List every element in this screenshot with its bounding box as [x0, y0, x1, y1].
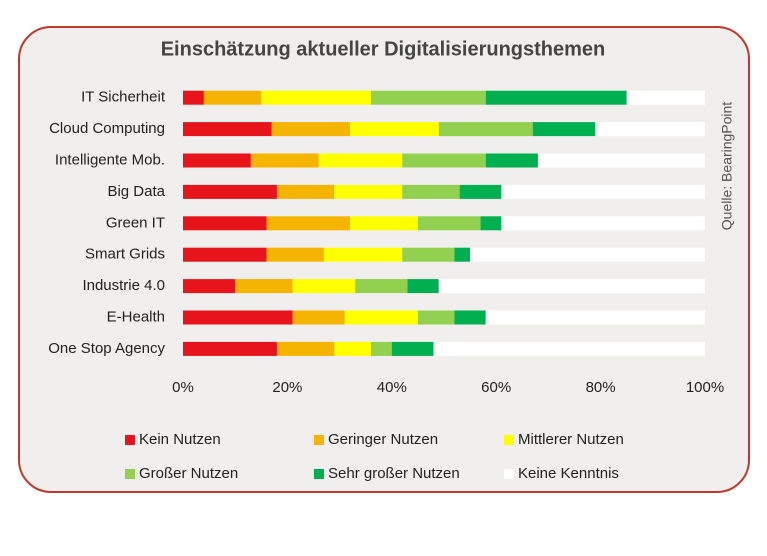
legend-swatch: [125, 435, 135, 445]
y-tick-label: Intelligente Mob.: [55, 151, 165, 168]
bar-segment: [323, 247, 403, 262]
bar-segment: [454, 310, 486, 325]
bar-segment: [402, 184, 460, 199]
y-tick-label: E-Health: [107, 308, 165, 325]
bar-segment: [183, 341, 277, 356]
bar-segment: [235, 279, 293, 294]
bar-segment: [485, 310, 705, 325]
y-tick-label: IT Sicherheit: [81, 89, 166, 106]
bar-segment: [350, 216, 418, 231]
legend-swatch: [504, 469, 514, 479]
bar-segment: [480, 216, 502, 231]
legend-label: Sehr großer Nutzen: [328, 465, 460, 482]
bar-segment: [266, 216, 351, 231]
bar-segment: [334, 184, 403, 199]
legend-label: Geringer Nutzen: [328, 431, 438, 448]
bar-segment: [355, 279, 408, 294]
y-tick-label: Smart Grids: [85, 246, 165, 263]
x-tick-label: 0%: [172, 379, 194, 396]
bar-segment: [183, 153, 251, 168]
source: Quelle: BearingPoint: [719, 102, 735, 231]
bar-segment: [438, 122, 533, 137]
bar-segment: [407, 279, 439, 294]
bar-segment: [501, 184, 705, 199]
bar-segment: [370, 90, 486, 105]
bar-segment: [271, 122, 351, 137]
bar-segment: [183, 279, 236, 294]
legend-swatch: [314, 469, 324, 479]
bar-segment: [501, 216, 705, 231]
chart-title: Einschätzung aktueller Digitalisierungst…: [161, 38, 606, 60]
bar-segment: [292, 310, 345, 325]
y-tick-label: Green IT: [106, 214, 165, 231]
x-tick-label: 100%: [686, 379, 724, 396]
bar-segment: [391, 341, 434, 356]
bar-segment: [203, 90, 262, 105]
bar-segment: [595, 122, 705, 137]
legend-swatch: [125, 469, 135, 479]
bar-segment: [250, 153, 319, 168]
bar-segment: [417, 310, 455, 325]
x-tick-label: 40%: [377, 379, 407, 396]
bar-segment: [485, 153, 538, 168]
y-tick-label: Big Data: [107, 183, 165, 200]
legend-label: Keine Kenntnis: [518, 465, 619, 482]
bar-segment: [183, 247, 267, 262]
x-tick-label: 60%: [481, 379, 511, 396]
bar-segment: [183, 184, 277, 199]
x-tick-label: 80%: [586, 379, 616, 396]
bar-segment: [318, 153, 403, 168]
bar-segment: [334, 341, 371, 356]
legend-swatch: [504, 435, 514, 445]
bar-segment: [402, 153, 486, 168]
bar-segment: [485, 90, 627, 105]
bar-segment: [417, 216, 481, 231]
bar-segment: [454, 247, 471, 262]
bar-segment: [292, 279, 356, 294]
y-tick-label: Cloud Computing: [49, 120, 165, 137]
bar-segment: [626, 90, 705, 105]
legend-label: Großer Nutzen: [139, 465, 238, 482]
bar-segment: [350, 122, 439, 137]
bar-segment: [532, 122, 596, 137]
legend-label: Mittlerer Nutzen: [518, 431, 624, 448]
bar-segment: [266, 247, 324, 262]
bar-segment: [183, 310, 293, 325]
y-tick-label: Industrie 4.0: [82, 277, 165, 294]
bar-segment: [183, 216, 267, 231]
bar-segment: [433, 341, 705, 356]
bar-segment: [370, 341, 392, 356]
bar-segment: [537, 153, 705, 168]
bar-segment: [438, 279, 705, 294]
bar-segment: [183, 90, 204, 105]
legend-swatch: [314, 435, 324, 445]
bar-segment: [276, 184, 335, 199]
y-tick-label: One Stop Agency: [48, 340, 165, 357]
x-tick-label: 20%: [272, 379, 302, 396]
bar-segment: [459, 184, 502, 199]
bar-segment: [276, 341, 335, 356]
legend-label: Kein Nutzen: [139, 431, 221, 448]
bar-segment: [261, 90, 371, 105]
bar-segment: [183, 122, 272, 137]
bar-segment: [470, 247, 705, 262]
bar-segment: [402, 247, 455, 262]
bar-segment: [344, 310, 418, 325]
